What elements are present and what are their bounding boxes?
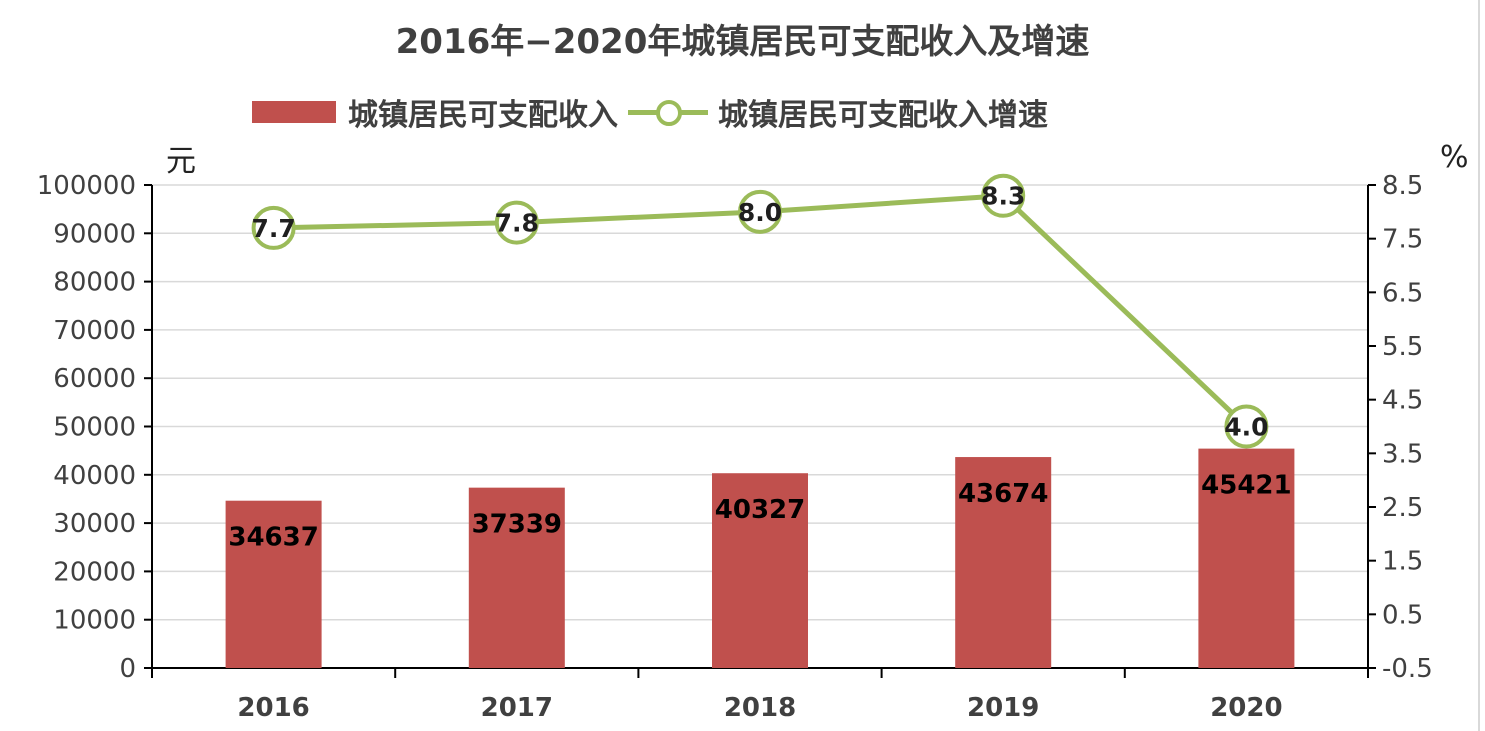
right-axis-tick-label: 6.5 (1382, 278, 1423, 308)
bar-value-label: 45421 (1201, 471, 1291, 501)
bar (1198, 448, 1295, 668)
left-axis-tick-label: 30000 (53, 509, 136, 539)
x-axis-tick-label: 2017 (481, 693, 553, 723)
growth-value-label: 7.8 (495, 209, 539, 238)
bar-value-label: 40327 (715, 495, 805, 525)
left-axis-tick-label: 90000 (53, 219, 136, 249)
bar (712, 473, 808, 668)
legend-label-income: 城镇居民可支配收入 (348, 98, 618, 133)
left-axis-tick-label: 20000 (53, 557, 136, 587)
left-axis-tick-label: 50000 (53, 413, 136, 443)
growth-value-label: 7.7 (251, 214, 295, 243)
growth-point (251, 205, 296, 250)
growth-value-label: 8.3 (981, 182, 1025, 211)
left-axis-tick-label: 100000 (37, 171, 136, 201)
right-axis-tick-label: 2.5 (1382, 493, 1423, 523)
right-axis-tick-label: 8.5 (1382, 171, 1423, 201)
left-axis-tick-label: 80000 (53, 268, 136, 298)
growth-point (738, 189, 782, 234)
growth-value-label: 4.0 (1224, 413, 1268, 442)
right-axis-tick-label: 7.5 (1382, 225, 1423, 255)
legend-item-income: 城镇居民可支配收入 (252, 90, 618, 134)
x-axis-tick-label: 2020 (1210, 693, 1282, 723)
right-axis-tick-label: -0.5 (1382, 654, 1433, 684)
right-axis-tick-label: 4.5 (1382, 386, 1423, 416)
legend-label-growth: 城镇居民可支配收入增速 (718, 98, 1048, 133)
legend-line-swatch (628, 97, 708, 127)
left-axis-tick-label: 0 (119, 654, 136, 684)
left-axis-tick-label: 70000 (53, 316, 136, 346)
frame-edge (1478, 0, 1480, 731)
growth-point (494, 200, 539, 245)
chart-title: 2016年−2020年城镇居民可支配收入及增速 (395, 22, 1090, 62)
bar-value-label: 34637 (228, 523, 318, 553)
right-axis-tick-label: 3.5 (1382, 439, 1423, 469)
legend-item-growth: 城镇居民可支配收入增速 (628, 90, 1048, 134)
right-axis-unit: % (1440, 140, 1469, 175)
legend-bar-swatch (252, 101, 336, 123)
right-axis-tick-label: 5.5 (1382, 332, 1423, 362)
left-axis-unit: 元 (166, 144, 196, 179)
growth-point (1224, 404, 1269, 449)
left-axis-tick-label: 10000 (53, 606, 136, 636)
right-axis-tick-label: 0.5 (1382, 600, 1423, 630)
bar-value-label: 43674 (958, 479, 1048, 509)
x-axis-tick-label: 2019 (967, 693, 1039, 723)
growth-value-label: 8.0 (738, 198, 782, 227)
bar-value-label: 37339 (472, 510, 562, 540)
x-axis-tick-label: 2016 (237, 693, 309, 723)
bar (955, 457, 1052, 668)
x-axis-tick-label: 2018 (724, 693, 796, 723)
legend: 城镇居民可支配收入 城镇居民可支配收入增速 (252, 88, 1058, 136)
left-axis-tick-label: 60000 (53, 364, 136, 394)
growth-point (981, 173, 1026, 218)
right-axis-tick-label: 1.5 (1382, 547, 1423, 577)
bar (225, 500, 322, 668)
bar (468, 487, 565, 668)
left-axis-tick-label: 40000 (53, 461, 136, 491)
